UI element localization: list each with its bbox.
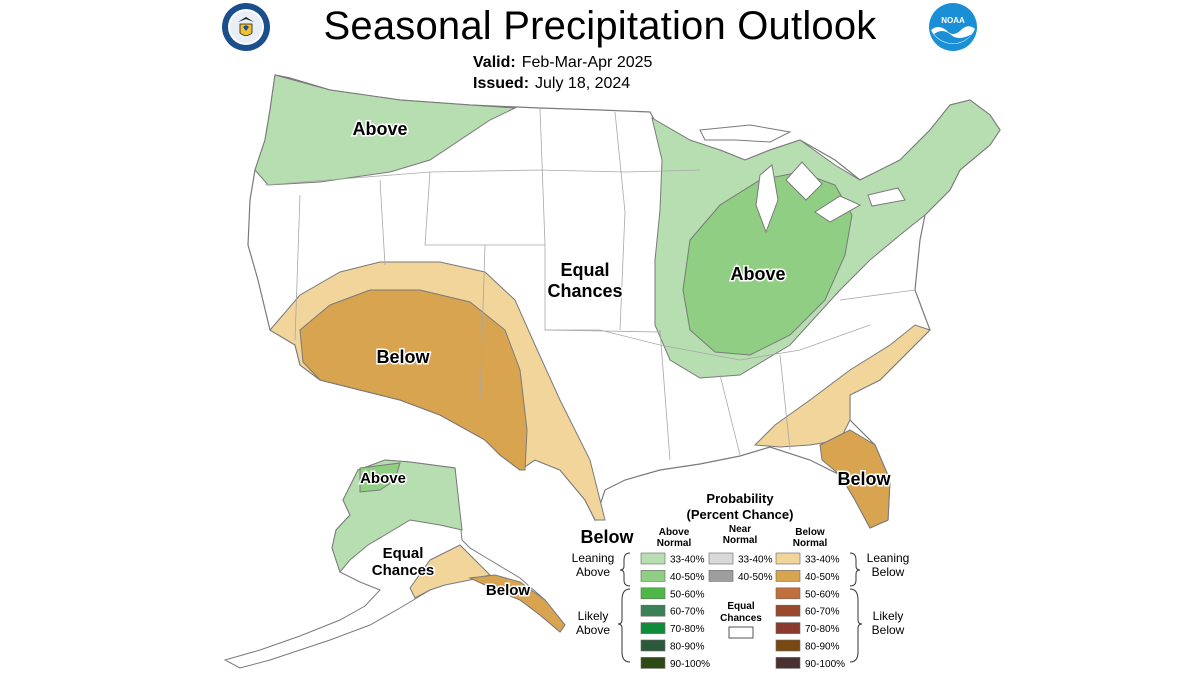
legend-below-swatch — [775, 570, 801, 582]
legend-near-swatch — [708, 552, 734, 565]
legend-below-label: 90-100% — [805, 659, 845, 670]
label-midwest-above: Above — [730, 264, 785, 284]
legend-subtitle: (Percent Chance) — [687, 507, 794, 522]
legend-below-label: 50-60% — [805, 589, 840, 600]
legend-col-above: Above Normal — [657, 527, 692, 549]
legend-equal-chances: Equal Chances — [720, 601, 762, 624]
legend-col-near: Near Normal — [723, 524, 758, 546]
legend-above-label: 70-80% — [670, 624, 705, 635]
pnw-above-leaning — [254, 74, 517, 186]
legend-above-label: 90-100% — [670, 659, 710, 670]
legend-likely-below: Likely Below — [872, 609, 905, 637]
legend-near-label: 40-50% — [738, 572, 773, 583]
legend-above-label: 40-50% — [670, 572, 705, 583]
legend-above-swatch — [640, 604, 666, 617]
issued-label: Issued: — [473, 75, 530, 92]
legend-below-swatch — [775, 552, 801, 565]
legend-below-swatch — [775, 587, 801, 600]
legend-below-label: 33-40% — [805, 555, 840, 566]
legend-likely-above: Likely Above — [576, 609, 610, 637]
legend-near-swatch — [708, 570, 734, 582]
southeast-below-leaning — [753, 324, 931, 448]
legend-above-swatch — [640, 570, 666, 582]
legend-below-label: 80-90% — [805, 642, 840, 653]
legend-above-label: 50-60% — [670, 589, 705, 600]
state-borders — [264, 107, 916, 461]
label-florida-below: Below — [837, 469, 891, 489]
legend-below-swatch — [775, 604, 801, 617]
legend-above-swatch — [640, 622, 666, 634]
legend-above-swatch — [640, 552, 666, 565]
legend-braces — [617, 552, 863, 663]
valid-label: Valid: — [473, 54, 516, 71]
florida-below-likely — [819, 429, 891, 529]
issued-line: Issued: July 18, 2024 — [473, 75, 630, 93]
label-alaska-above: Above — [360, 470, 406, 487]
legend-above-rows: 33-40% 40-50% 50-60% 60-70% 70-80% 80-90% 90-1… — [640, 552, 710, 670]
legend-above-swatch — [640, 657, 666, 669]
alaska-land — [223, 459, 566, 669]
legend-col-below: Below Normal — [793, 527, 828, 549]
legend-title: Probability — [706, 491, 774, 506]
label-alaska-equal-chances: Equal Chances — [372, 545, 435, 579]
alaska-below-likely — [468, 574, 566, 633]
legend-below-label: 60-70% — [805, 607, 840, 618]
label-pnw-above: Above — [352, 119, 407, 139]
issued-value: July 18, 2024 — [535, 75, 631, 92]
legend-below-swatch — [775, 657, 801, 669]
map-title: Seasonal Precipitation Outlook — [323, 4, 877, 48]
valid-line: Valid: Feb-Mar-Apr 2025 — [473, 54, 652, 72]
valid-value: Feb-Mar-Apr 2025 — [521, 54, 653, 71]
label-texas-below: Below — [580, 527, 634, 547]
legend-leaning-above: Leaning Above — [572, 551, 615, 579]
legend-below-label: 40-50% — [805, 572, 840, 583]
noaa-logo-icon: NOAA — [929, 3, 977, 51]
department-of-commerce-seal-icon — [222, 3, 270, 51]
great-lakes — [699, 124, 906, 234]
legend-above-swatch — [640, 639, 666, 652]
legend-above-label: 60-70% — [670, 607, 705, 618]
alaska-above-likely — [359, 462, 401, 493]
legend-equal-chances-swatch — [728, 626, 754, 639]
label-southwest-below: Below — [376, 347, 430, 367]
alaska-below-leaning — [409, 544, 491, 599]
legend: Probability (Percent Chance) Above Normal… — [572, 491, 910, 670]
legend-above-label: 80-90% — [670, 642, 705, 653]
legend-above-swatch — [640, 587, 666, 600]
legend-near-rows: 33-40% 40-50% — [708, 552, 773, 583]
legend-above-label: 33-40% — [670, 555, 705, 566]
legend-below-rows: 33-40% 40-50% 50-60% 60-70% 70-80% 80-90% 90-1… — [775, 552, 845, 670]
legend-leaning-below: Leaning Below — [867, 551, 910, 579]
legend-below-swatch — [775, 622, 801, 634]
label-alaska-below: Below — [486, 582, 531, 599]
legend-below-swatch — [775, 639, 801, 652]
legend-below-label: 70-80% — [805, 624, 840, 635]
legend-near-label: 33-40% — [738, 555, 773, 566]
southwest-below-likely — [299, 289, 528, 471]
label-equal-chances: Equal Chances — [547, 260, 622, 301]
noaa-logo-text: NOAA — [941, 16, 965, 25]
